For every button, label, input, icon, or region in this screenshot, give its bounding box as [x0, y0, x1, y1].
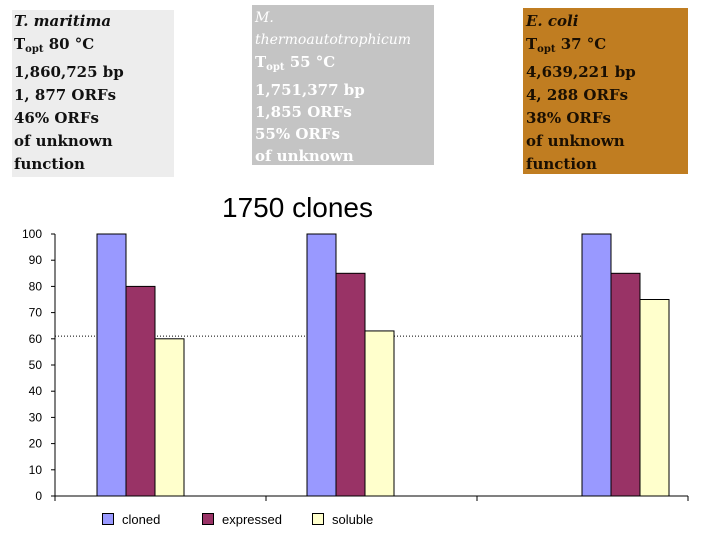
y-tick-label: 80: [29, 279, 43, 293]
y-tick-label: 40: [29, 384, 43, 398]
panel-species: T. maritima: [14, 12, 112, 30]
bar-expressed: [335, 272, 366, 497]
y-tick-label: 50: [29, 358, 43, 372]
bar-expressed: [610, 272, 641, 497]
bar-cloned: [581, 233, 612, 497]
y-tick-label: 10: [29, 463, 43, 477]
panel-topt: Topt 37 °C: [526, 35, 607, 55]
panel-species: E. coli: [526, 12, 579, 30]
legend-swatch-expressed: [202, 513, 214, 525]
panel-e-coli: E. coli Topt 37 °C 4,639,221 bp 4, 288 O…: [523, 8, 688, 174]
panel-unknown-function: function: [14, 155, 85, 173]
y-tick-label: 70: [29, 306, 43, 320]
panel-orfs: 4, 288 ORFs: [526, 86, 629, 104]
panel-genome-size: 1,751,377 bp: [255, 81, 365, 99]
legend-item-soluble: soluble: [312, 512, 373, 527]
panel-t-maritima: T. maritima Topt 80 °C 1,860,725 bp 1, 8…: [12, 10, 174, 177]
bar-cloned: [96, 233, 127, 497]
legend-swatch-cloned: [102, 513, 114, 525]
chart-title: 1750 clones: [222, 192, 374, 223]
panel-genome-size: 1,860,725 bp: [14, 63, 124, 81]
panel-topt: Topt 80 °C: [14, 35, 95, 55]
panel-orfs: 1,855 ORFs: [255, 103, 352, 121]
panel-unknown-pct: 46% ORFs: [14, 109, 99, 127]
panel-unknown-pct: 38% ORFs: [526, 109, 611, 127]
y-tick-label: 30: [29, 410, 43, 424]
panel-unknown-of: of unknown: [14, 132, 113, 150]
y-tick-label: 0: [35, 489, 42, 503]
y-tick-label: 100: [22, 227, 42, 241]
panel-topt: Topt 55 °C: [255, 53, 336, 73]
panel-m-thermoautotrophicum: M. thermoautotrophicum Topt 55 °C 1,751,…: [252, 5, 434, 165]
panel-unknown-of: of unknown: [526, 132, 625, 150]
y-tick-label: 90: [29, 253, 43, 267]
y-tick-label: 20: [29, 437, 43, 451]
legend-swatch-soluble: [312, 513, 324, 525]
panel-genome-size: 4,639,221 bp: [526, 63, 636, 81]
bar-soluble: [154, 338, 185, 497]
bar-expressed: [125, 285, 156, 497]
bar-soluble: [639, 299, 670, 497]
bar-cloned: [306, 233, 337, 497]
panel-species: M. thermoautotrophicum: [255, 10, 412, 48]
panel-unknown-function: function: [526, 155, 597, 173]
legend-item-expressed: expressed: [202, 512, 282, 527]
panel-orfs: 1, 877 ORFs: [14, 86, 117, 104]
panel-unknown-pct: 55% ORFs: [255, 125, 340, 143]
legend-item-cloned: cloned: [102, 512, 160, 527]
panel-unknown-of: of unknown: [255, 147, 354, 165]
y-tick-label: 60: [29, 332, 43, 346]
bar-soluble: [364, 330, 395, 497]
